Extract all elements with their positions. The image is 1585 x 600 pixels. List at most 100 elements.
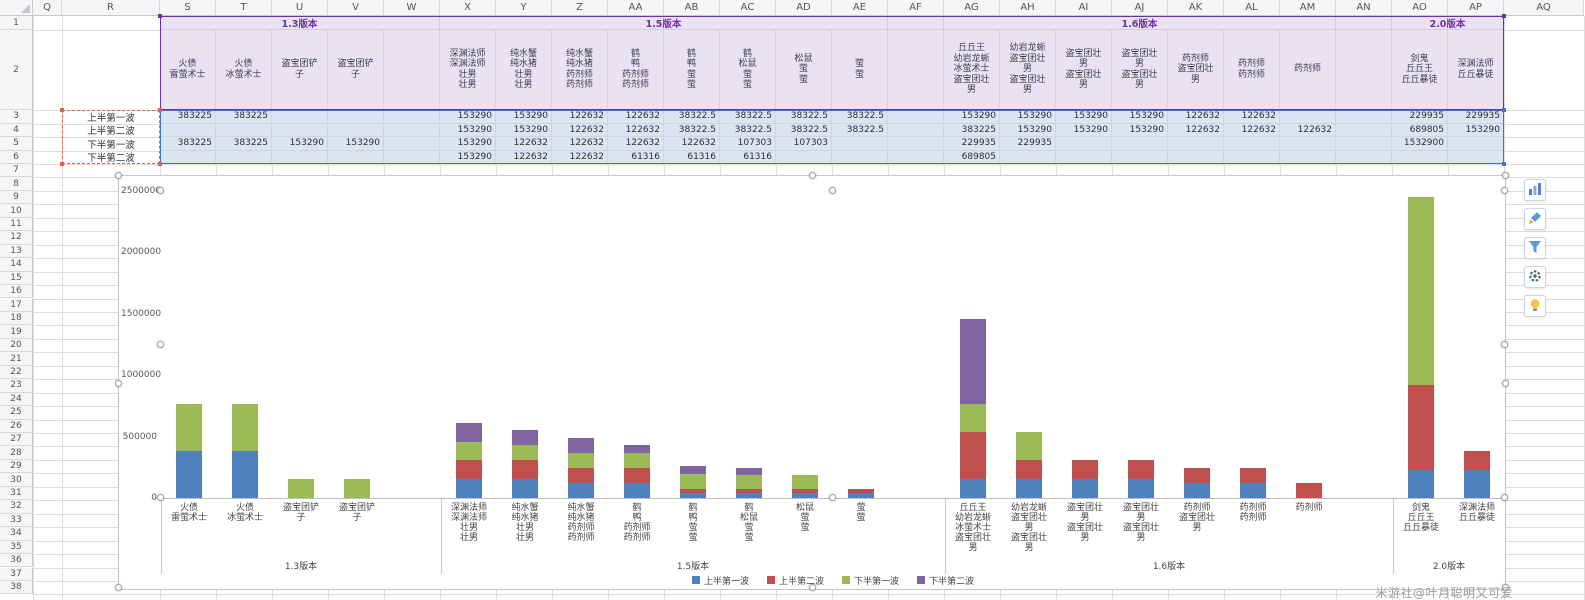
value-cell[interactable]: 153290 [944,110,1000,124]
value-cell[interactable]: 153290 [440,123,496,137]
enemy-name-cell[interactable]: 药剂师 药剂师 [1224,30,1280,110]
bar-segment-上半第二波[interactable] [456,460,482,480]
row-number-9[interactable]: 9 [0,190,33,205]
value-cell[interactable]: 153290 [496,123,552,137]
row-number-15[interactable]: 15 [0,271,33,286]
bar-segment-上半第二波[interactable] [1240,467,1266,483]
value-cell[interactable] [216,150,272,164]
legend-item[interactable]: 上半第二波 [766,574,824,587]
value-cell[interactable]: 229935 [1392,110,1448,124]
bar-segment-上半第二波[interactable] [512,460,538,480]
value-cell[interactable] [216,123,272,137]
value-cell[interactable]: 689805 [1392,123,1448,137]
value-cell[interactable]: 153290 [1000,123,1056,137]
value-cell[interactable] [776,150,832,164]
row-number-14[interactable]: 14 [0,258,33,272]
value-cell[interactable] [1224,150,1280,164]
column-header-Q[interactable]: Q [33,0,62,16]
row-number-26[interactable]: 26 [0,419,33,433]
wave-label-cell[interactable]: 上半第二波 [87,126,135,137]
row-number-19[interactable]: 19 [0,325,33,339]
value-cell[interactable] [832,137,888,151]
bar-segment-上半第一波[interactable] [568,482,594,498]
value-cell[interactable]: 229935 [1448,110,1504,124]
row-number-23[interactable]: 23 [0,379,33,393]
category-range-handle[interactable] [60,162,64,166]
value-cell[interactable]: 689805 [944,150,1000,164]
row-number-4[interactable]: 4 [0,123,33,137]
value-cell[interactable]: 122632 [608,123,664,137]
value-cell[interactable]: 122632 [552,150,608,164]
enemy-name-cell[interactable] [888,30,944,110]
value-cell[interactable]: 153290 [440,110,496,124]
bar-segment-下半第一波[interactable] [960,403,986,433]
chart-selection-handle[interactable] [1502,584,1509,591]
value-cell[interactable] [1336,110,1392,124]
row-number-1[interactable]: 1 [0,16,33,30]
enemy-name-cell[interactable]: 深渊法师 丘丘暴徒 [1448,30,1504,110]
category-range-handle[interactable] [60,108,64,112]
bar-segment-上半第一波[interactable] [232,450,258,498]
bar-segment-下半第一波[interactable] [456,441,482,461]
bar-segment-上半第二波[interactable] [848,488,874,494]
value-cell[interactable]: 38322.5 [664,110,720,124]
bar-segment-下半第一波[interactable] [736,475,762,489]
bar-segment-下半第二波[interactable] [568,437,594,453]
row-number-21[interactable]: 21 [0,352,33,366]
value-cell[interactable]: 61316 [664,150,720,164]
value-cell[interactable]: 107303 [720,137,776,151]
chart-selection-handle[interactable] [1502,380,1509,387]
row-number-5[interactable]: 5 [0,137,33,151]
enemy-name-cell[interactable]: 盗宝团壮男盗宝团壮男 [1056,30,1112,110]
enemy-name-cell[interactable]: 纯水蟹 纯水猪 药剂师 药剂师 [552,30,608,110]
enemy-name-cell[interactable]: 萤萤 [832,30,888,110]
value-cell[interactable]: 383225 [944,123,1000,137]
bar-segment-上半第一波[interactable] [1184,482,1210,498]
bar-segment-上半第二波[interactable] [1296,482,1322,498]
value-cell[interactable] [1336,123,1392,137]
column-header-S[interactable]: S [160,0,216,16]
value-cell[interactable] [328,110,384,124]
wave-label-cell[interactable]: 下半第二波 [87,153,135,164]
enemy-name-cell[interactable]: 药剂师 [1280,30,1336,110]
plot-area-selection-handle[interactable] [829,494,836,501]
column-header-AM[interactable]: AM [1280,0,1336,16]
row-number-30[interactable]: 30 [0,473,33,487]
enemy-name-cell[interactable]: 药剂师 盗宝团壮男 [1168,30,1224,110]
legend-item[interactable]: 上半第一波 [691,574,749,587]
value-cell[interactable]: 153290 [1112,123,1168,137]
enemy-name-cell[interactable]: 火债 雷萤术士 [160,30,216,110]
column-header-AJ[interactable]: AJ [1112,0,1168,16]
value-cell[interactable] [1448,137,1504,151]
value-cell[interactable]: 153290 [496,110,552,124]
bar-segment-上半第一波[interactable] [960,479,986,498]
chart-settings-button[interactable] [1524,266,1546,288]
value-cell[interactable]: 38322.5 [832,123,888,137]
enemy-name-cell[interactable]: 幼岩龙蜥 盗宝团壮男盗宝团壮男 [1000,30,1056,110]
bar-segment-上半第一波[interactable] [1072,479,1098,498]
column-header-AK[interactable]: AK [1168,0,1224,16]
enemy-name-cell[interactable] [1336,30,1392,110]
value-cell[interactable] [1224,137,1280,151]
bar-segment-上半第二波[interactable] [1408,385,1434,470]
row-number-7[interactable]: 7 [0,164,33,178]
values-range-handle[interactable] [1502,108,1506,112]
bar-segment-下半第二波[interactable] [624,445,650,453]
value-cell[interactable]: 229935 [944,137,1000,151]
enemy-name-cell[interactable]: 纯水蟹 纯水猪 壮男 壮男 [496,30,552,110]
bar-segment-上半第二波[interactable] [624,467,650,483]
value-cell[interactable] [832,150,888,164]
bar-segment-上半第二波[interactable] [960,432,986,480]
value-cell[interactable]: 153290 [1112,110,1168,124]
value-cell[interactable]: 122632 [664,137,720,151]
wave-label-cell[interactable]: 上半第一波 [87,112,135,124]
bar-segment-上半第二波[interactable] [1464,450,1490,470]
column-header-AE[interactable]: AE [832,0,888,16]
value-cell[interactable]: 122632 [496,137,552,151]
value-cell[interactable]: 61316 [608,150,664,164]
value-cell[interactable]: 38322.5 [720,110,776,124]
chart-style-button[interactable] [1524,208,1546,230]
value-cell[interactable]: 38322.5 [720,123,776,137]
bar-segment-上半第一波[interactable] [1408,469,1434,498]
chart-elements-button[interactable] [1524,179,1546,201]
